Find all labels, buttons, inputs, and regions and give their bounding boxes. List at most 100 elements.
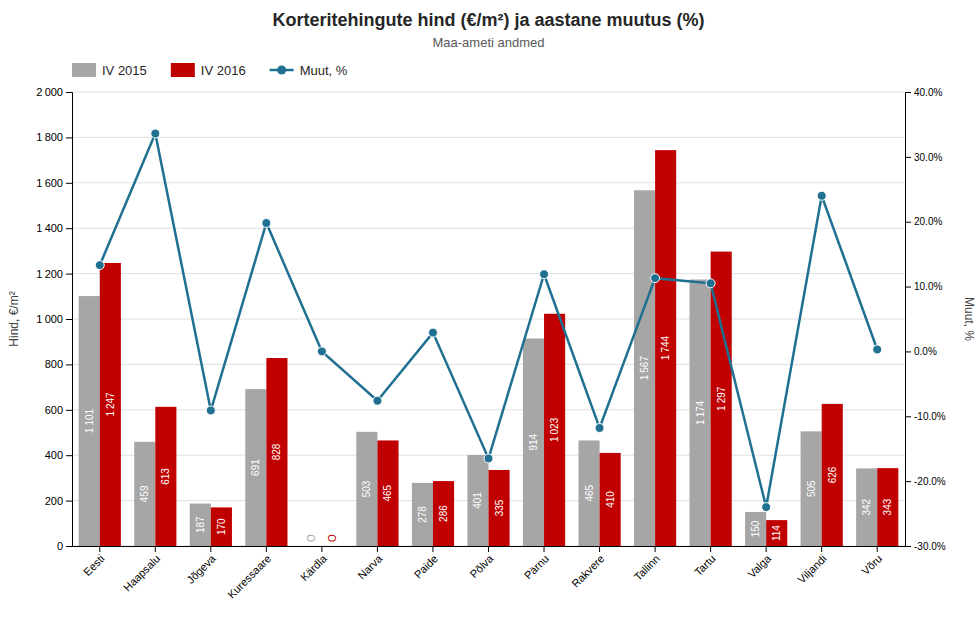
tick-label: -20.0%: [914, 476, 946, 487]
tick-label: 200: [45, 495, 63, 507]
tick: 1 800: [36, 131, 72, 143]
tick-label: Võru: [859, 552, 884, 577]
bar: [356, 432, 377, 546]
axis-line: [66, 93, 73, 547]
tick-mark: [905, 157, 911, 158]
bar: [489, 470, 510, 546]
grid-line: [72, 409, 905, 410]
grid-line: [72, 319, 905, 320]
marker: [95, 261, 104, 270]
marker: [206, 406, 215, 415]
data-label: 1 297: [716, 386, 727, 411]
data-labels: 1 101459187691O5032784019144651 5671 174…: [84, 335, 894, 542]
tick: Rakvere: [569, 546, 606, 590]
grid: [72, 92, 905, 546]
bar: [134, 442, 155, 546]
legend-item: Muut, %: [270, 63, 348, 78]
data-label: 401: [472, 492, 483, 509]
marker: [873, 345, 882, 354]
tick-label: 1 400: [36, 222, 63, 234]
marker: [484, 454, 493, 463]
tick: 200: [45, 495, 72, 507]
bar: [155, 407, 176, 546]
tick-mark: [488, 546, 489, 552]
tick-mark: [321, 546, 322, 552]
bar: [578, 440, 599, 546]
tick: Valga: [745, 546, 773, 580]
data-label: 465: [382, 484, 393, 501]
tick: -10.0%: [905, 411, 946, 422]
tick-mark: [66, 410, 72, 411]
legend-swatch: [72, 63, 96, 77]
tick-label: 0: [57, 540, 63, 552]
bar: [634, 190, 655, 546]
tick-label: 1 200: [36, 268, 63, 280]
tick-label: Pärnu: [522, 552, 551, 581]
tick: 2 000: [36, 86, 72, 98]
data-label: 1 744: [660, 335, 671, 360]
title: Korteritehingute hind (€/m²) ja aastane …: [272, 10, 704, 30]
grid-line: [72, 92, 905, 93]
tick-mark: [66, 501, 72, 502]
tick: Võru: [859, 546, 884, 577]
bar: [822, 404, 843, 546]
data-label: 505: [806, 480, 817, 497]
tick-label: 1 000: [36, 313, 63, 325]
plot-area: 02004006008001 0001 2001 4001 6001 8002 …: [36, 86, 945, 601]
marker: [428, 328, 437, 337]
tick-label: Tartu: [692, 552, 718, 578]
legend-swatch: [277, 66, 286, 75]
data-label: 286: [438, 505, 449, 522]
bar: [467, 455, 488, 546]
tick: 1 200: [36, 268, 72, 280]
bar: [523, 339, 544, 546]
data-label: 613: [160, 468, 171, 485]
subtitle: Maa-ameti andmed: [433, 35, 545, 50]
legend: IV 2015IV 2016Muut, %: [72, 63, 348, 78]
data-label: 465: [584, 484, 595, 501]
tick-label: 40.0%: [914, 87, 942, 98]
tick: 10.0%: [905, 281, 942, 292]
grid-line: [72, 364, 905, 365]
tick: Pärnu: [522, 546, 551, 582]
tick-label: Jõgeva: [184, 552, 218, 586]
tick-label: Viljandi: [795, 552, 828, 585]
tick-label: Narva: [355, 552, 385, 582]
marker: [262, 219, 271, 228]
bar: [856, 468, 877, 546]
data-label: 335: [494, 499, 505, 516]
tick-label: Rakvere: [569, 552, 606, 589]
data-label: 170: [216, 518, 227, 535]
y-axis: 02004006008001 0001 2001 4001 6001 8002 …: [36, 86, 72, 552]
bar: [377, 440, 398, 546]
tick: 1 000: [36, 313, 72, 325]
tick-mark: [599, 546, 600, 552]
data-label: 187: [195, 516, 206, 533]
bar: [301, 546, 322, 547]
bar: [245, 389, 266, 546]
bar: [690, 280, 711, 546]
tick: 1 600: [36, 177, 72, 189]
tick-mark: [66, 364, 72, 365]
data-label: 1 101: [84, 408, 95, 433]
tick-label: Paide: [412, 552, 440, 580]
marker: [373, 396, 382, 405]
tick: 20.0%: [905, 216, 942, 227]
data-label: 410: [605, 491, 616, 508]
tick-label: Valga: [745, 552, 773, 580]
tick-mark: [99, 546, 100, 552]
tick-mark: [66, 274, 72, 275]
data-label: O: [327, 534, 338, 542]
data-label: 1 023: [549, 417, 560, 442]
tick-mark: [377, 546, 378, 552]
marker: [540, 270, 549, 279]
tick: 400: [45, 449, 72, 461]
tick: Paide: [412, 546, 440, 581]
tick-mark: [905, 92, 911, 93]
tick-label: Eesti: [81, 552, 107, 578]
tick: 40.0%: [905, 87, 942, 98]
data-label: 342: [861, 498, 872, 515]
bar: [322, 546, 343, 547]
chart: Korteritehingute hind (€/m²) ja aastane …: [0, 0, 977, 638]
tick-mark: [905, 222, 911, 223]
